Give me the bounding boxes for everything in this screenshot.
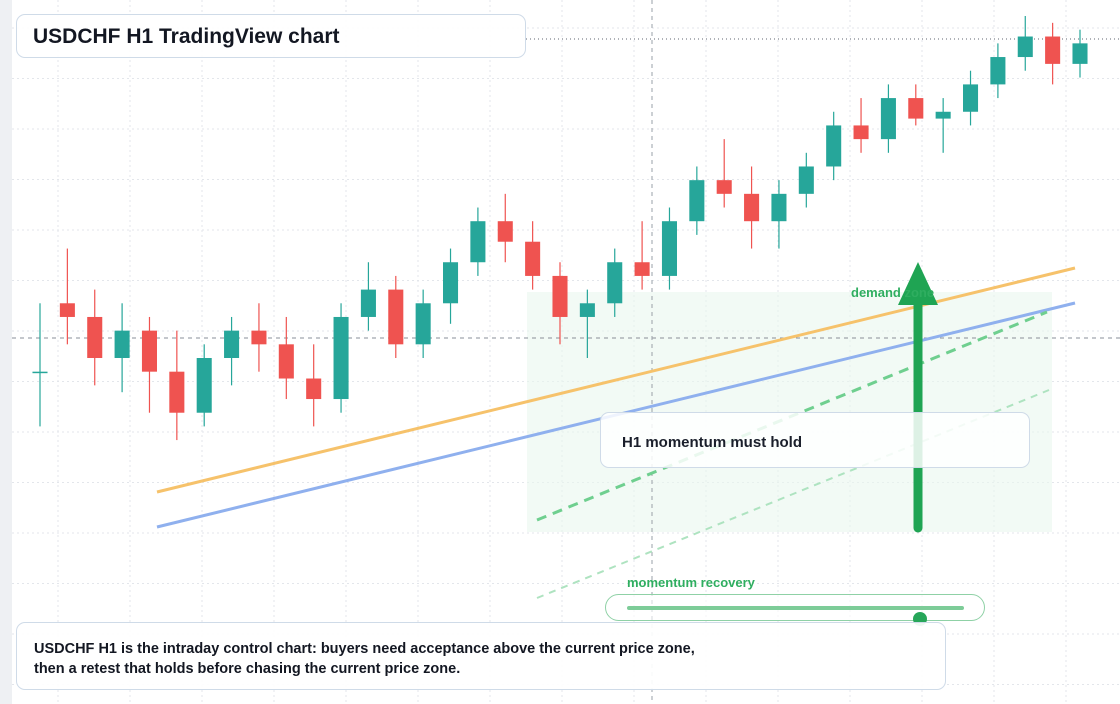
candle-body-bull: [32, 371, 48, 374]
candle-body-bear: [634, 262, 650, 276]
candle-body-bear: [141, 330, 157, 372]
candle-body-bear: [744, 193, 760, 222]
candle-body-bull: [415, 303, 431, 345]
candle-body-bear: [716, 180, 732, 194]
candle: [32, 303, 48, 427]
candle: [415, 289, 431, 358]
candle: [1045, 22, 1061, 85]
candle-body-bull: [196, 358, 212, 413]
candle-body-bull: [360, 289, 376, 317]
candle: [1017, 16, 1033, 71]
candle-body-bear: [251, 330, 267, 345]
price-scale-strip: [0, 0, 12, 704]
candle: [360, 262, 376, 331]
candle: [990, 43, 1006, 99]
candle-body-bull: [1017, 36, 1033, 58]
candle: [552, 262, 568, 345]
candle-body-bull: [470, 221, 486, 263]
momentum-recovery-slider[interactable]: [605, 594, 985, 626]
candle: [59, 248, 75, 345]
candle: [963, 70, 979, 126]
candle: [443, 248, 459, 324]
candle-body-bull: [990, 57, 1006, 85]
candle: [141, 316, 157, 413]
candle: [169, 330, 185, 441]
candle: [908, 84, 924, 126]
candle-body-bear: [908, 98, 924, 119]
candle: [470, 207, 486, 276]
candle-body-bull: [880, 98, 896, 140]
momentum-callout-text: H1 momentum must hold: [622, 434, 803, 451]
candle-body-bull: [963, 84, 979, 112]
candles: [32, 16, 1088, 441]
candle: [634, 221, 650, 290]
candle: [880, 84, 896, 153]
candle-body-bull: [114, 330, 130, 358]
momentum-arrow-head: [898, 262, 938, 305]
candle: [744, 166, 760, 249]
candle: [935, 98, 951, 153]
candle-body-bull: [771, 193, 787, 222]
candle-body-bull: [689, 180, 705, 222]
candle-body-bear: [278, 344, 294, 379]
candle-body-bull: [333, 316, 349, 400]
candle-body-bull: [224, 330, 240, 358]
candle-body-bear: [306, 378, 322, 400]
candle-body-bull: [826, 125, 842, 167]
chart-title: USDCHF H1 TradingView chart: [33, 25, 340, 48]
candle-body-bull: [579, 303, 595, 317]
candle: [388, 275, 404, 358]
candle-body-bull: [607, 262, 623, 304]
momentum-recovery-label: momentum recovery: [627, 575, 755, 590]
candle-body-bear: [552, 275, 568, 317]
candle: [87, 289, 103, 386]
candle: [689, 166, 705, 235]
candle-body-bull: [661, 221, 677, 276]
title-panel: USDCHF H1 TradingView chart: [16, 14, 526, 58]
momentum-recovery-track: [627, 606, 964, 626]
candle: [278, 316, 294, 400]
candle: [661, 207, 677, 290]
candle: [1072, 29, 1088, 78]
momentum-callout: H1 momentum must hold: [600, 412, 1030, 468]
candle: [497, 193, 513, 263]
candle: [771, 180, 787, 249]
candle-body-bull: [443, 262, 459, 304]
caption-text: USDCHF H1 is the intraday control chart:…: [34, 641, 695, 677]
candle-body-bear: [497, 221, 513, 242]
caption-panel: USDCHF H1 is the intraday control chart:…: [16, 622, 946, 690]
candle: [826, 111, 842, 181]
candle-body-bear: [59, 303, 75, 317]
candle-body-bear: [1045, 36, 1061, 64]
candle: [798, 152, 814, 208]
candle-body-bull: [935, 111, 951, 119]
candle: [607, 248, 623, 317]
candle: [525, 221, 541, 290]
candle: [306, 344, 322, 427]
candle: [333, 303, 349, 413]
candle-body-bear: [87, 316, 103, 358]
candle: [196, 344, 212, 427]
candle-body-bear: [169, 371, 185, 413]
candle-body-bear: [853, 125, 869, 140]
candle: [224, 316, 240, 386]
candle: [579, 289, 595, 358]
candle-body-bull: [798, 166, 814, 194]
candle: [716, 139, 732, 208]
candle: [251, 303, 267, 372]
candle-body-bear: [388, 289, 404, 345]
candle: [853, 98, 869, 153]
demand-zone-label: demand zone: [851, 285, 935, 300]
candle: [114, 303, 130, 393]
candle-body-bull: [1072, 43, 1088, 64]
candle-body-bear: [525, 241, 541, 276]
